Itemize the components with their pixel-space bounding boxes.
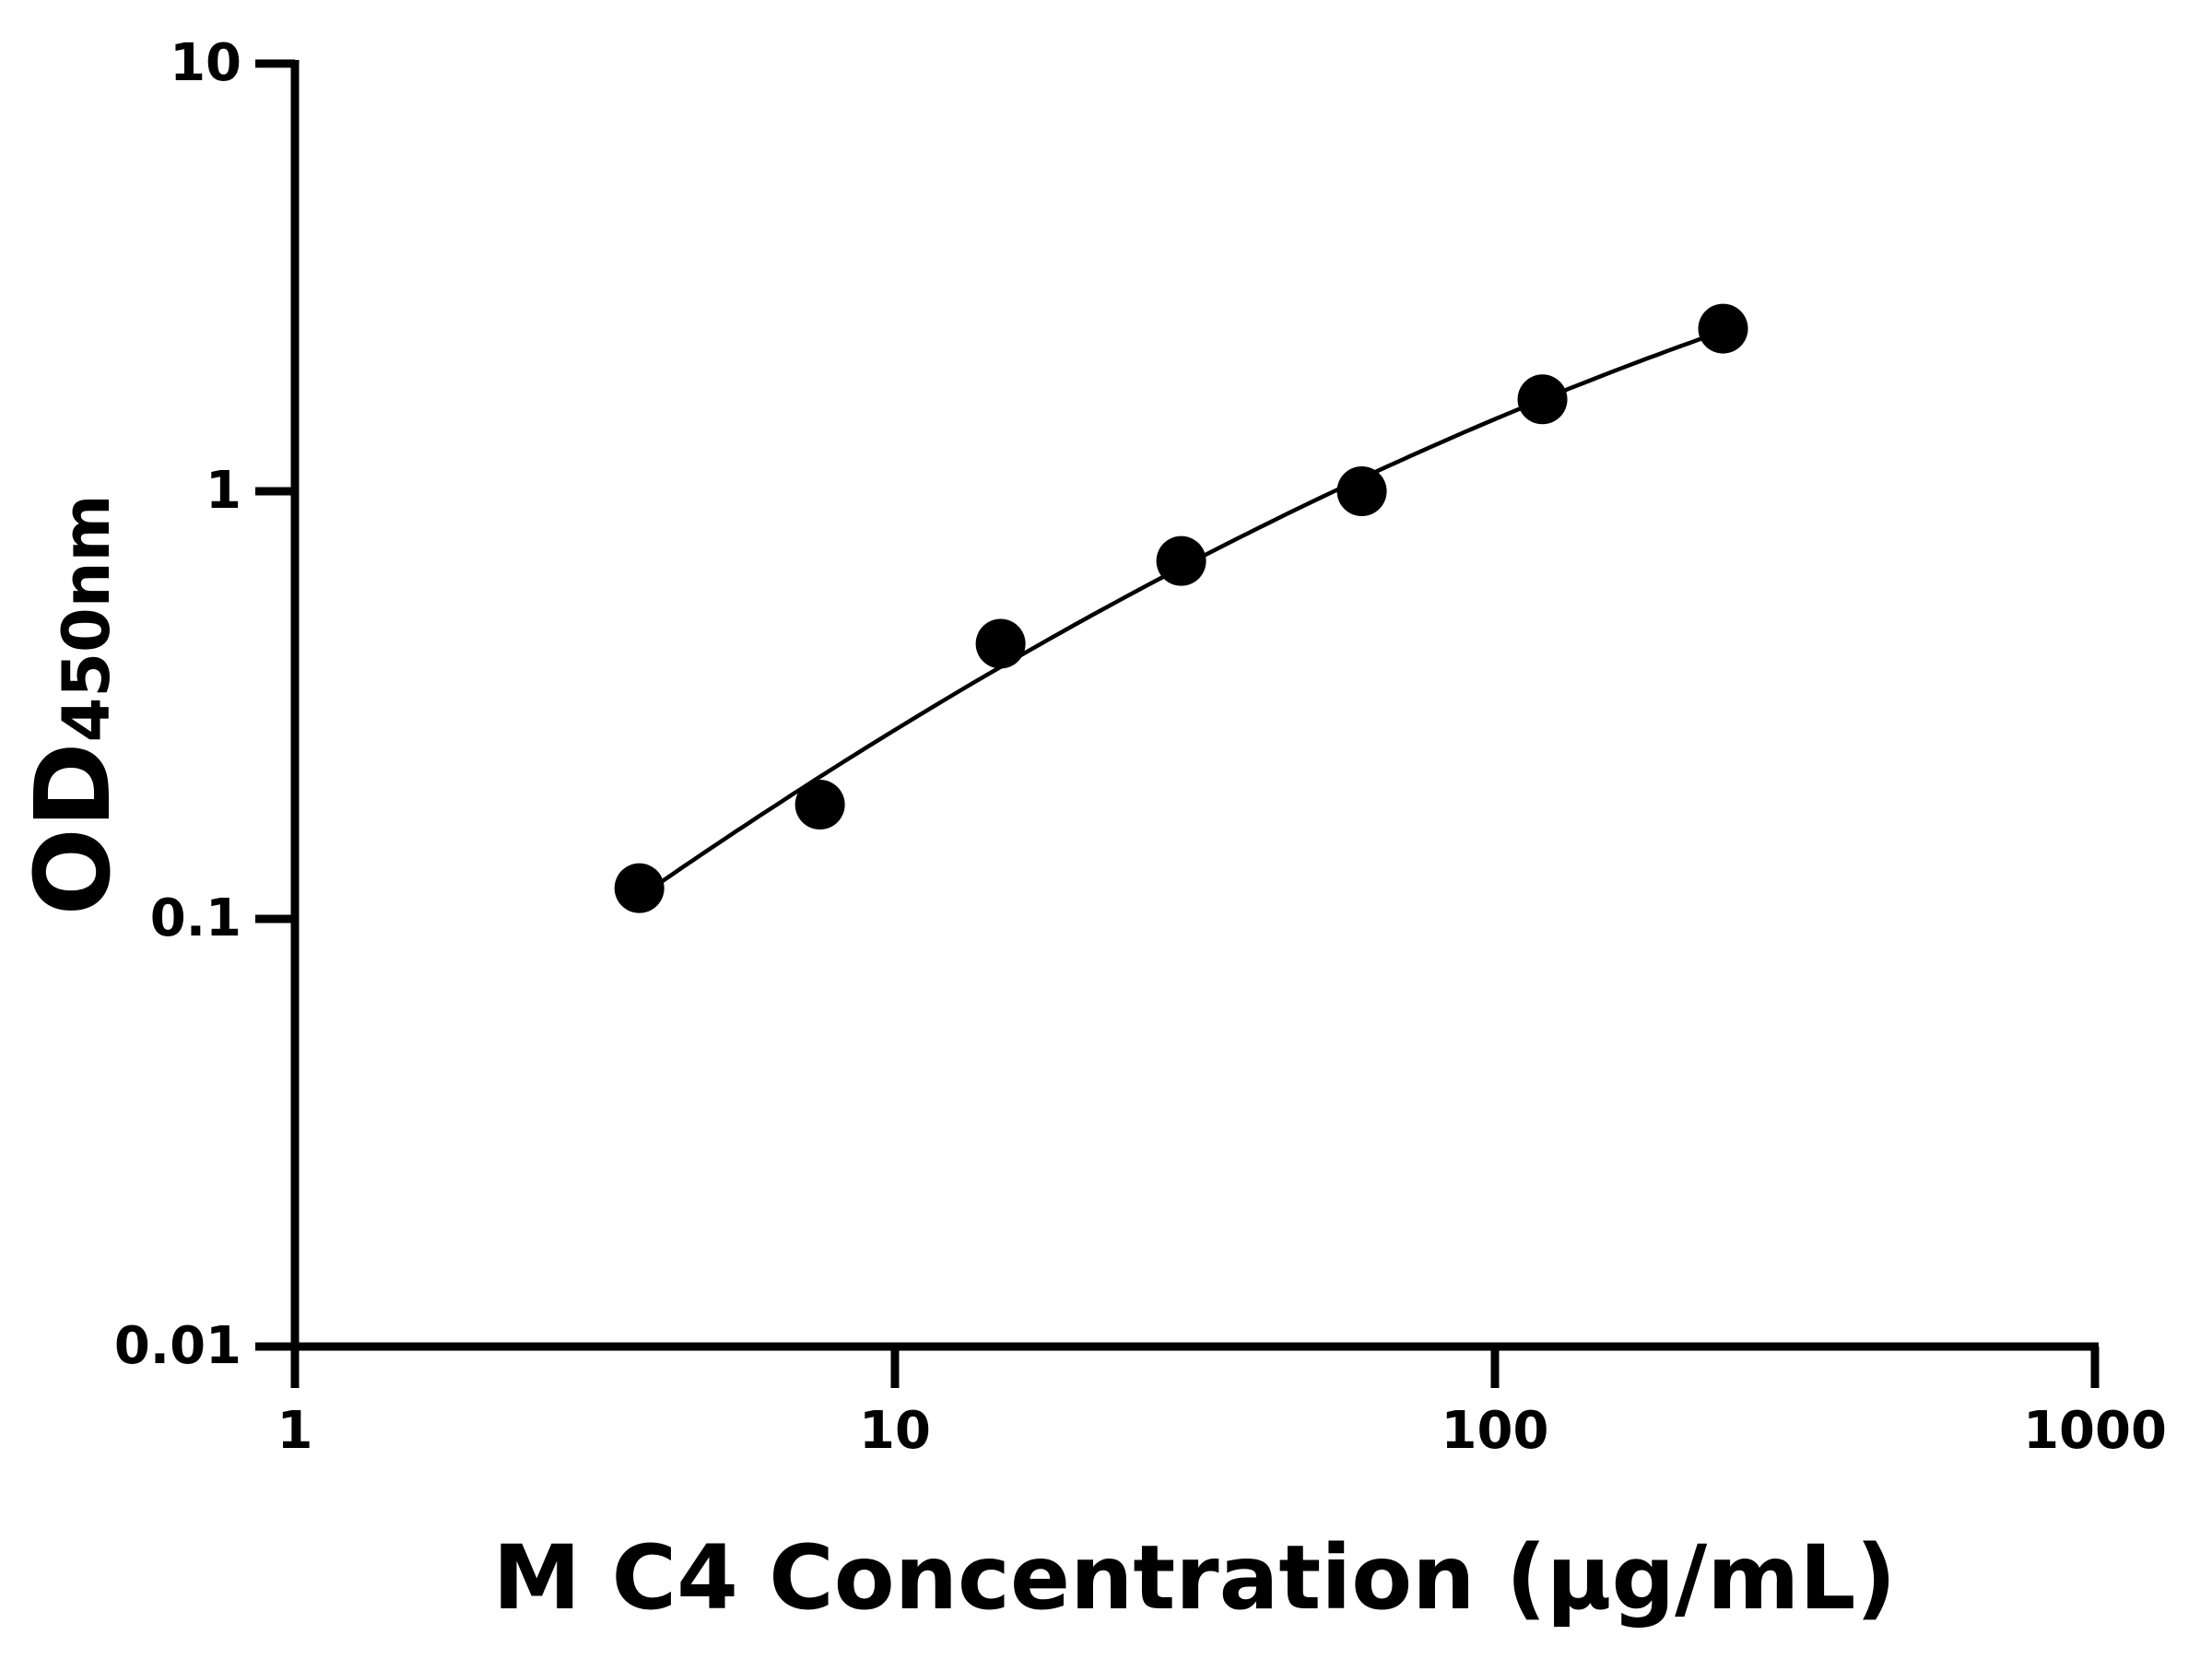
x-tick-label: 1000 <box>2023 1401 2167 1461</box>
y-axis-label-main: OD <box>14 742 134 915</box>
data-point <box>794 780 845 830</box>
x-tick-label: 10 <box>859 1401 931 1461</box>
data-point <box>1517 374 1568 425</box>
y-tick-label: 0.1 <box>150 888 241 948</box>
y-tick-label: 0.01 <box>114 1316 241 1376</box>
y-tick-label: 1 <box>206 461 241 521</box>
y-axis-label-subscript: 450nm <box>49 494 124 742</box>
data-point <box>975 618 1026 669</box>
data-point <box>1156 535 1206 586</box>
y-tick-label: 10 <box>170 33 241 93</box>
axes: 0.01 0.1 1 10 1 10 100 1000 <box>114 33 2167 1461</box>
data-point <box>614 863 665 913</box>
x-tick-label: 100 <box>1441 1401 1549 1461</box>
y-axis-label: OD450nm <box>14 494 134 915</box>
data-point <box>1336 466 1387 516</box>
x-tick-label: 1 <box>277 1401 313 1461</box>
x-axis-label: M C4 Concentration (μg/mL) <box>493 1526 1897 1630</box>
data-point <box>1698 303 1748 354</box>
data-points <box>614 303 1748 913</box>
